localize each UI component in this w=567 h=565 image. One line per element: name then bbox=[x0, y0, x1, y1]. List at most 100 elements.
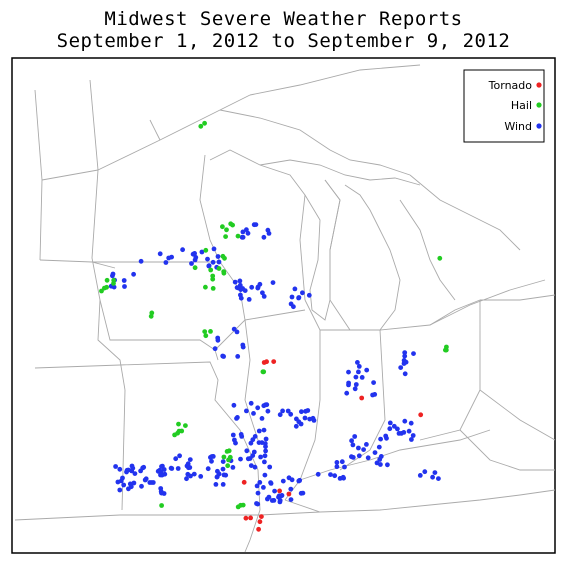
hail-report-marker bbox=[208, 267, 214, 273]
tornado-report-marker bbox=[271, 359, 277, 364]
hail-report-marker bbox=[437, 255, 443, 261]
wind-report-marker bbox=[220, 482, 226, 487]
wind-report-marker bbox=[267, 464, 273, 470]
hail-report-marker bbox=[203, 247, 209, 253]
wind-report-marker bbox=[248, 463, 254, 468]
wind-report-marker bbox=[409, 437, 414, 442]
tornado-report-marker bbox=[241, 479, 247, 485]
wind-report-marker bbox=[209, 458, 214, 464]
wind-report-marker bbox=[387, 426, 393, 432]
wind-report-marker bbox=[124, 469, 129, 475]
wind-report-marker bbox=[299, 409, 304, 415]
hail-report-marker bbox=[198, 123, 204, 129]
wind-report-marker bbox=[191, 471, 197, 477]
hail-report-marker bbox=[224, 449, 230, 454]
wind-report-marker bbox=[122, 284, 127, 289]
wind-report-marker bbox=[346, 382, 351, 388]
wind-report-marker bbox=[376, 444, 382, 450]
wind-report-marker bbox=[350, 442, 356, 448]
wind-report-marker bbox=[261, 294, 267, 299]
wind-report-marker bbox=[216, 259, 222, 265]
wind-report-marker bbox=[111, 284, 117, 290]
wind-report-marker bbox=[286, 475, 292, 481]
wind-report-marker bbox=[436, 476, 441, 481]
hail-reports bbox=[99, 120, 449, 510]
wind-report-marker bbox=[342, 464, 347, 470]
wind-report-marker bbox=[378, 436, 383, 442]
wind-report-marker bbox=[117, 466, 123, 472]
hail-report-marker bbox=[220, 224, 225, 230]
wind-report-marker bbox=[288, 497, 294, 502]
wind-report-marker bbox=[279, 493, 285, 498]
wind-report-marker bbox=[244, 227, 249, 233]
wind-report-marker bbox=[121, 278, 127, 283]
wind-report-marker bbox=[277, 498, 283, 503]
hail-report-marker bbox=[443, 347, 449, 353]
wind-report-marker bbox=[291, 304, 296, 310]
wind-report-marker bbox=[209, 454, 215, 459]
hail-report-marker bbox=[159, 503, 165, 508]
hail-report-marker bbox=[176, 421, 181, 427]
wind-report-marker bbox=[349, 454, 354, 460]
wind-report-marker bbox=[387, 420, 393, 426]
wind-report-marker bbox=[328, 472, 333, 477]
wind-report-marker bbox=[401, 361, 407, 366]
wind-report-marker bbox=[173, 456, 179, 462]
hail-report-marker bbox=[216, 266, 222, 271]
hail-report-marker bbox=[222, 255, 227, 261]
wind-report-marker bbox=[355, 360, 360, 365]
wind-report-marker bbox=[269, 498, 275, 503]
wind-report-marker bbox=[296, 478, 302, 484]
hail-report-marker bbox=[99, 288, 104, 294]
wind-report-marker bbox=[339, 459, 345, 465]
wind-report-marker bbox=[138, 258, 144, 264]
wind-report-marker bbox=[408, 420, 414, 426]
wind-report-marker bbox=[344, 390, 350, 396]
wind-report-marker bbox=[334, 460, 340, 465]
wind-report-marker bbox=[289, 294, 295, 300]
wind-report-marker bbox=[263, 444, 268, 449]
wind-report-marker bbox=[296, 419, 302, 425]
wind-report-marker bbox=[245, 456, 251, 462]
wind-report-marker bbox=[251, 411, 256, 416]
wind-report-marker bbox=[212, 346, 218, 352]
wind-report-marker bbox=[374, 460, 380, 466]
wind-report-marker bbox=[149, 480, 155, 485]
wind-report-marker bbox=[261, 485, 266, 490]
wind-report-marker bbox=[163, 260, 169, 265]
wind-report-marker bbox=[205, 466, 211, 472]
wind-report-marker bbox=[356, 364, 362, 369]
wind-report-marker bbox=[117, 487, 123, 493]
wind-report-marker bbox=[139, 483, 144, 489]
wind-report-marker bbox=[260, 290, 265, 296]
wind-report-marker bbox=[249, 284, 255, 290]
wind-report-marker bbox=[311, 418, 317, 423]
wind-report-marker bbox=[252, 434, 258, 439]
wind-report-marker bbox=[402, 371, 408, 377]
hail-report-marker bbox=[203, 333, 209, 339]
hail-report-marker bbox=[203, 284, 208, 290]
wind-report-marker bbox=[166, 255, 172, 261]
wind-report-marker bbox=[180, 247, 186, 253]
tornado-report-marker bbox=[256, 526, 261, 532]
wind-report-marker bbox=[235, 354, 241, 359]
wind-report-marker bbox=[232, 437, 237, 443]
wind-report-marker bbox=[252, 464, 258, 470]
wind-report-marker bbox=[265, 408, 271, 414]
wind-report-marker bbox=[231, 402, 237, 408]
tornado-report-marker bbox=[264, 359, 269, 365]
hail-report-marker bbox=[102, 285, 107, 291]
wind-report-marker bbox=[292, 286, 298, 292]
wind-report-marker bbox=[259, 416, 265, 421]
wind-report-marker bbox=[143, 476, 149, 482]
tornado-report-marker bbox=[259, 514, 264, 519]
wind-report-marker bbox=[305, 408, 311, 413]
wind-report-marker bbox=[251, 449, 257, 455]
wind-report-marker bbox=[113, 464, 118, 469]
wind-report-marker bbox=[280, 478, 286, 484]
wind-report-marker bbox=[175, 466, 181, 471]
wind-report-marker bbox=[238, 456, 243, 462]
wind-report-marker bbox=[215, 337, 221, 343]
wind-report-marker bbox=[288, 486, 294, 492]
